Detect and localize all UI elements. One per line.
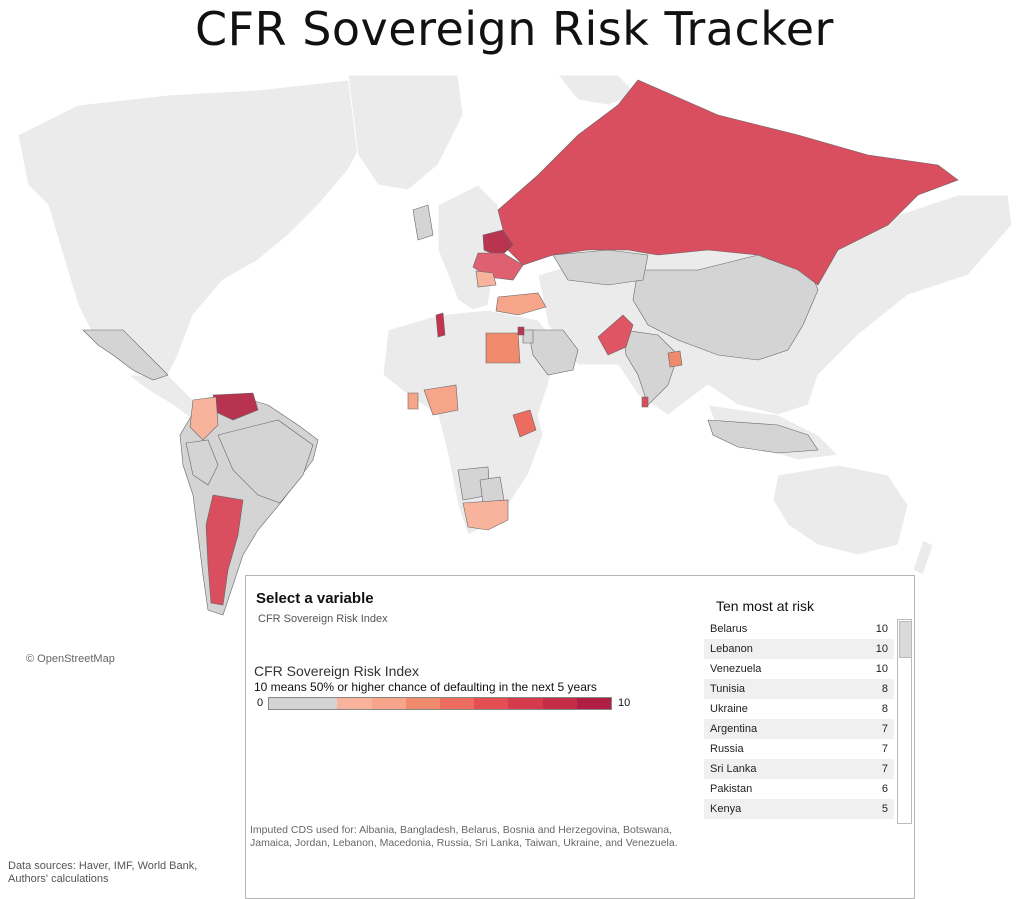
country-saudi-arabia [527,329,579,376]
country-ghana [407,392,419,410]
risk-list[interactable]: Belarus 10 Lebanon 10 Venezuela 10 Tunisia 8 Ukr… [704,619,894,824]
risk-value: 10 [875,663,888,675]
legend-swatch [508,698,543,709]
risk-row[interactable]: Lebanon 10 [704,639,894,659]
country-lebanon [517,326,525,336]
risk-row[interactable]: Belarus 10 [704,619,894,639]
imputed-note: Imputed CDS used for: Albania, Banglades… [250,824,678,849]
risk-row[interactable]: Kenya 5 [704,799,894,819]
data-sources-line-2: Authors' calculations [8,873,109,885]
color-legend [268,697,612,710]
risk-row[interactable]: Tunisia 8 [704,679,894,699]
risk-country: Sri Lanka [710,763,757,775]
risk-country: Kenya [710,803,742,815]
risk-row[interactable]: Bangladesh [704,819,894,824]
risk-country: Argentina [710,723,758,735]
legend-swatch [440,698,475,709]
variable-selector[interactable]: CFR Sovereign Risk Index [258,613,388,625]
legend-swatch [303,698,338,709]
select-variable-title: Select a variable [256,590,374,607]
country-jordan [522,329,534,344]
data-sources-line-1: Data sources: Haver, IMF, World Bank, [8,860,198,872]
scrollbar-thumb[interactable] [899,621,912,658]
land-greenland [347,75,464,191]
legend-max-label: 10 [618,697,631,709]
country-colombia [189,396,219,441]
risk-value: 5 [881,803,888,815]
risk-country: Bangladesh [710,823,768,824]
country-botswana [479,476,505,504]
legend-swatch [576,698,612,709]
risk-row[interactable]: Pakistan 6 [704,779,894,799]
country-brazil [217,419,314,504]
risk-row[interactable]: Venezuela 10 [704,659,894,679]
ten-most-at-risk-title: Ten most at risk [716,598,815,614]
risk-value: 6 [881,783,888,795]
risk-country: Lebanon [710,643,753,655]
data-sources: Data sources: Haver, IMF, World Bank, Au… [8,860,228,886]
legend-swatch [337,698,372,709]
land-north-america [18,75,379,376]
risk-value: 7 [881,723,888,735]
risk-value: 10 [875,643,888,655]
country-russia [497,79,959,286]
risk-country: Belarus [710,623,748,635]
risk-row[interactable]: Argentina 7 [704,719,894,739]
country-uk [412,204,434,241]
country-egypt [485,332,521,364]
risk-row[interactable]: Sri Lanka 7 [704,759,894,779]
risk-list-scrollbar[interactable] [897,619,912,824]
risk-value: 10 [875,623,888,635]
country-mexico [82,329,169,381]
country-romania [475,270,497,288]
risk-row[interactable]: Russia 7 [704,739,894,759]
risk-row[interactable]: Ukraine 8 [704,699,894,719]
country-indonesia [707,419,819,454]
info-panel: Select a variable CFR Sovereign Risk Ind… [245,575,915,899]
risk-value: 8 [881,703,888,715]
map-attribution[interactable]: © OpenStreetMap [26,653,115,665]
legend-swatch [474,698,509,709]
legend-swatch [371,698,406,709]
legend-swatch [405,698,441,709]
risk-country: Russia [710,743,744,755]
legend-min-label: 0 [257,697,264,709]
country-sri-lanka [641,396,649,408]
risk-value: 7 [881,743,888,755]
country-bangladesh [667,350,683,368]
risk-country: Pakistan [710,783,753,795]
risk-value: 7 [881,763,888,775]
risk-value: 8 [881,683,888,695]
country-nigeria [423,384,459,416]
risk-country: Ukraine [710,703,748,715]
country-peru [185,439,219,486]
world-map[interactable] [18,75,1012,620]
country-india [622,329,679,406]
page-title: CFR Sovereign Risk Tracker [195,2,834,56]
country-kenya [512,409,537,438]
country-south-africa [462,499,509,531]
legend-subtitle: 10 means 50% or higher chance of default… [254,680,597,694]
risk-country: Tunisia [710,683,746,695]
country-belarus [482,229,514,258]
country-argentina [205,494,244,606]
country-pakistan [597,314,634,356]
risk-country: Venezuela [710,663,762,675]
country-tunisia [435,312,446,338]
land-new-zealand [912,539,934,576]
legend-title: CFR Sovereign Risk Index [254,663,419,679]
legend-swatch [542,698,577,709]
land-australia [772,464,909,556]
legend-swatch [269,698,304,709]
country-turkey [495,292,547,316]
